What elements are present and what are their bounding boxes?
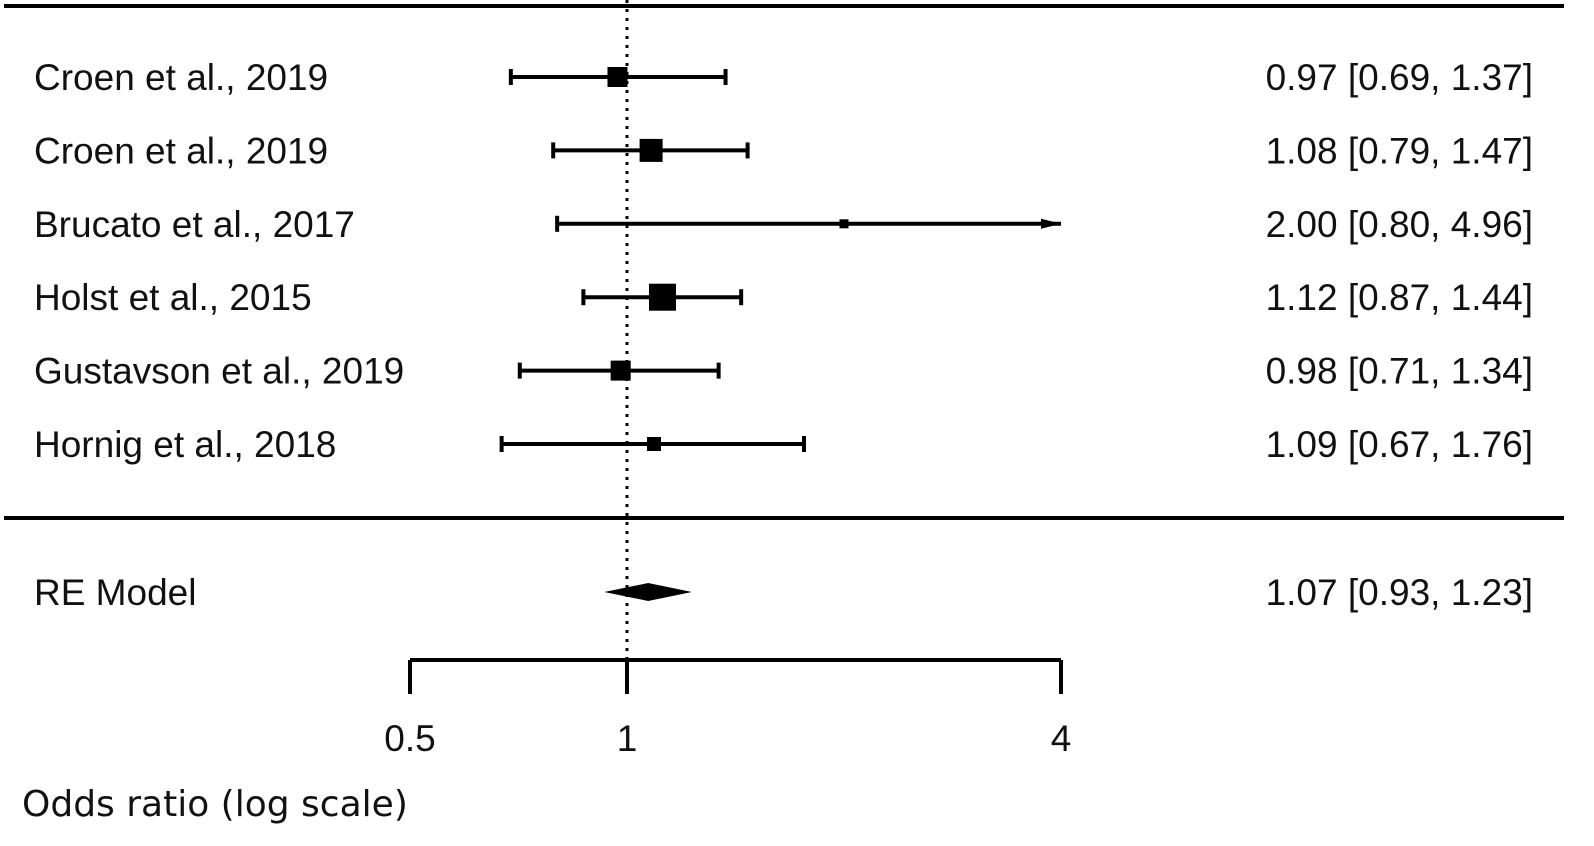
study-label: Holst et al., 2015	[34, 277, 312, 318]
study-row: Hornig et al., 2018 1.09 [0.67, 1.76]	[34, 424, 1533, 465]
study-ci-text: 2.00 [0.80, 4.96]	[1266, 204, 1533, 245]
study-ci-text: 1.08 [0.79, 1.47]	[1266, 130, 1533, 171]
study-row: Croen et al., 2019 1.08 [0.79, 1.47]	[34, 130, 1533, 171]
studies-group: Croen et al., 2019 0.97 [0.69, 1.37]Croen…	[34, 57, 1533, 465]
study-row: Croen et al., 2019 0.97 [0.69, 1.37]	[34, 57, 1533, 98]
ci-truncation-arrow	[1041, 218, 1061, 229]
plot-frame	[4, 4, 1564, 520]
x-axis-label: Odds ratio (log scale)	[22, 784, 408, 825]
study-label: Gustavson et al., 2019	[34, 351, 404, 392]
point-estimate-square	[839, 219, 849, 229]
study-ci-text: 1.12 [0.87, 1.44]	[1266, 277, 1533, 318]
summary-label: RE Model	[34, 572, 196, 613]
summary-diamond	[604, 583, 692, 601]
x-tick-label: 0.5	[384, 718, 435, 759]
summary-group: RE Model 1.07 [0.93, 1.23]	[34, 572, 1533, 613]
study-ci-text: 0.97 [0.69, 1.37]	[1266, 57, 1533, 98]
point-estimate-square	[639, 138, 663, 162]
study-label: Croen et al., 2019	[34, 130, 328, 171]
study-row: Gustavson et al., 2019 0.98 [0.71, 1.34]	[34, 351, 1533, 392]
study-label: Hornig et al., 2018	[34, 424, 336, 465]
study-ci-text: 0.98 [0.71, 1.34]	[1266, 351, 1533, 392]
x-axis: 0.5 1 4	[384, 658, 1072, 759]
summary-ci-text: 1.07 [0.93, 1.23]	[1266, 572, 1533, 613]
x-tick-label: 4	[1051, 718, 1072, 759]
study-row: Brucato et al., 2017 2.00 [0.80, 4.96]	[34, 204, 1533, 245]
point-estimate-square	[610, 360, 631, 381]
study-ci-text: 1.09 [0.67, 1.76]	[1266, 424, 1533, 465]
x-tick-label: 1	[617, 718, 638, 759]
study-label: Brucato et al., 2017	[34, 204, 355, 245]
study-label: Croen et al., 2019	[34, 57, 328, 98]
study-row: Holst et al., 2015 1.12 [0.87, 1.44]	[34, 277, 1533, 318]
point-estimate-square	[648, 283, 676, 311]
point-estimate-square	[646, 437, 661, 451]
point-estimate-square	[607, 67, 628, 87]
